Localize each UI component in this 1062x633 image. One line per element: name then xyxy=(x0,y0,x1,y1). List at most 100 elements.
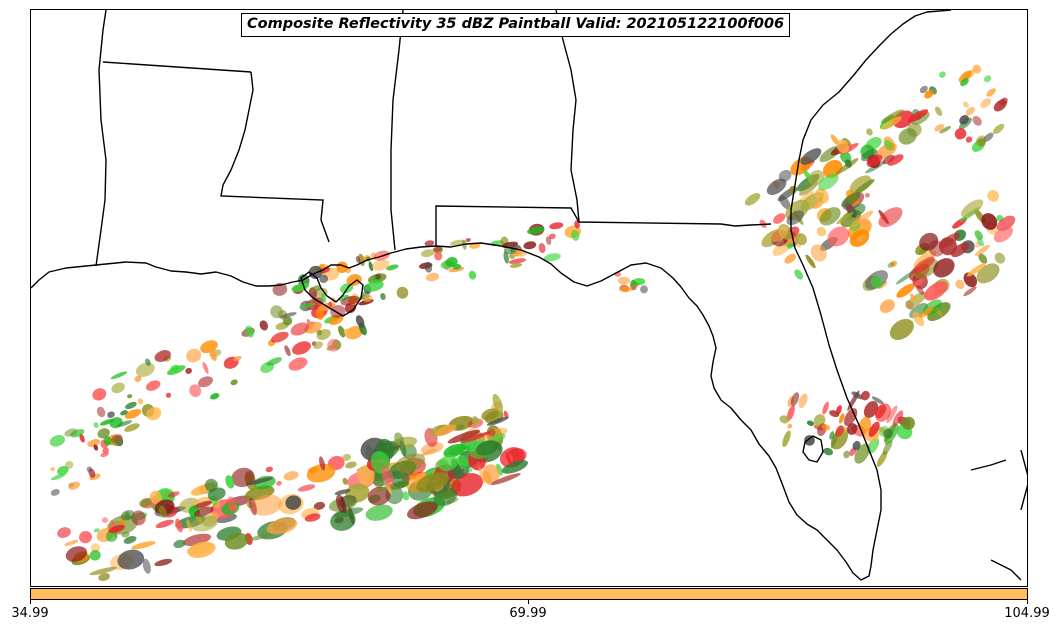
reflectivity-blob xyxy=(266,518,298,535)
reflectivity-blob xyxy=(280,312,297,319)
reflectivity-blob xyxy=(830,433,838,449)
reflectivity-blob xyxy=(187,541,216,559)
reflectivity-blob xyxy=(365,504,393,521)
reflectivity-blob xyxy=(851,391,864,400)
reflectivity-blob xyxy=(298,302,315,310)
reflectivity-blob xyxy=(864,192,870,198)
reflectivity-blob xyxy=(858,416,872,434)
reflectivity-blob xyxy=(924,281,948,301)
reflectivity-blob xyxy=(111,435,123,447)
reflectivity-blob xyxy=(266,357,282,366)
reflectivity-blob xyxy=(981,213,998,230)
map-panel xyxy=(30,9,1028,587)
reflectivity-blob xyxy=(806,420,815,426)
reflectivity-blob xyxy=(276,480,282,486)
reflectivity-blob xyxy=(355,315,365,328)
reflectivity-blob xyxy=(135,362,155,377)
reflectivity-blob xyxy=(251,494,282,516)
reflectivity-blob xyxy=(233,355,242,362)
reflectivity-blob xyxy=(919,232,939,251)
reflectivity-blob xyxy=(92,388,107,401)
reflectivity-blob xyxy=(343,328,351,336)
reflectivity-blob xyxy=(905,291,928,309)
reflectivity-blob xyxy=(50,467,55,472)
reflectivity-blob xyxy=(265,466,273,473)
texas-louisiana-border xyxy=(95,10,107,267)
reflectivity-blob xyxy=(375,273,382,280)
reflectivity-blob xyxy=(976,237,985,247)
reflectivity-blob xyxy=(974,244,990,256)
reflectivity-blob xyxy=(463,467,473,474)
reflectivity-blob xyxy=(523,241,537,250)
state-borders-layer xyxy=(95,10,772,267)
reflectivity-blob xyxy=(972,116,982,126)
reflectivity-blob xyxy=(120,510,135,521)
reflectivity-blob xyxy=(355,255,361,264)
reflectivity-blob xyxy=(390,469,410,488)
reflectivity-blob xyxy=(954,128,967,140)
reflectivity-blob xyxy=(907,109,929,123)
reflectivity-blob xyxy=(852,203,866,216)
colorbar-tick xyxy=(1027,600,1028,604)
reflectivity-blob xyxy=(90,543,101,553)
reflectivity-blob xyxy=(407,501,438,520)
reflectivity-blob xyxy=(846,423,858,435)
reflectivity-blob xyxy=(879,299,895,314)
reflectivity-blob xyxy=(108,524,125,533)
reflectivity-blob xyxy=(229,505,237,512)
map-title: Composite Reflectivity 35 dBZ Paintball … xyxy=(241,13,791,37)
reflectivity-blob xyxy=(878,207,903,228)
reflectivity-blob xyxy=(396,286,409,299)
reflectivity-blob xyxy=(455,424,465,430)
reflectivity-blob xyxy=(912,311,925,327)
reflectivity-blob xyxy=(310,285,322,292)
reflectivity-blob xyxy=(321,293,327,303)
reflectivity-blob xyxy=(97,428,110,439)
reflectivity-blob xyxy=(983,132,994,142)
reflectivity-blob xyxy=(860,390,870,401)
reflectivity-blob xyxy=(896,283,915,298)
reflectivity-blob xyxy=(939,71,946,78)
reflectivity-blob xyxy=(822,401,829,415)
reflectivity-blob xyxy=(841,192,861,208)
reflectivity-blob xyxy=(200,340,218,354)
reflectivity-blob xyxy=(79,433,85,443)
reflectivity-blob xyxy=(867,437,880,454)
reflectivity-blob xyxy=(319,274,329,284)
reflectivity-blob xyxy=(68,481,80,490)
reflectivity-blob xyxy=(432,246,443,252)
reflectivity-blob xyxy=(861,149,878,162)
reflectivity-blob xyxy=(225,475,235,489)
reflectivity-blob xyxy=(308,466,318,474)
reflectivity-blob xyxy=(527,226,545,235)
colorbar-label-mid: 69.99 xyxy=(509,606,547,621)
reflectivity-blob xyxy=(105,530,118,542)
reflectivity-blob xyxy=(978,253,988,264)
reflectivity-blob xyxy=(461,431,492,443)
reflectivity-blob xyxy=(766,178,787,195)
reflectivity-blob xyxy=(977,137,986,147)
reflectivity-blob xyxy=(247,533,273,541)
reflectivity-blob xyxy=(438,455,459,472)
reflectivity-blob xyxy=(919,306,935,318)
reflectivity-blob xyxy=(149,490,162,505)
reflectivity-blob xyxy=(394,432,404,446)
colorbar-label-min: 34.99 xyxy=(11,606,49,621)
reflectivity-blob xyxy=(425,272,440,282)
reflectivity-blob xyxy=(433,487,458,506)
reflectivity-blob xyxy=(571,229,580,241)
reflectivity-blob xyxy=(313,501,326,510)
reflectivity-blob xyxy=(65,546,88,562)
reflectivity-blob xyxy=(100,418,114,426)
reflectivity-blob xyxy=(338,294,350,301)
reflectivity-blob xyxy=(934,123,945,132)
reflectivity-blob xyxy=(173,539,186,549)
reflectivity-blob xyxy=(304,513,321,522)
coastline-layer xyxy=(31,10,1027,581)
reflectivity-blob xyxy=(805,254,816,269)
reflectivity-blob xyxy=(345,461,357,469)
reflectivity-blob xyxy=(870,275,884,289)
reflectivity-blob xyxy=(272,282,288,296)
reflectivity-blob xyxy=(882,439,893,456)
reflectivity-blob xyxy=(898,128,917,145)
